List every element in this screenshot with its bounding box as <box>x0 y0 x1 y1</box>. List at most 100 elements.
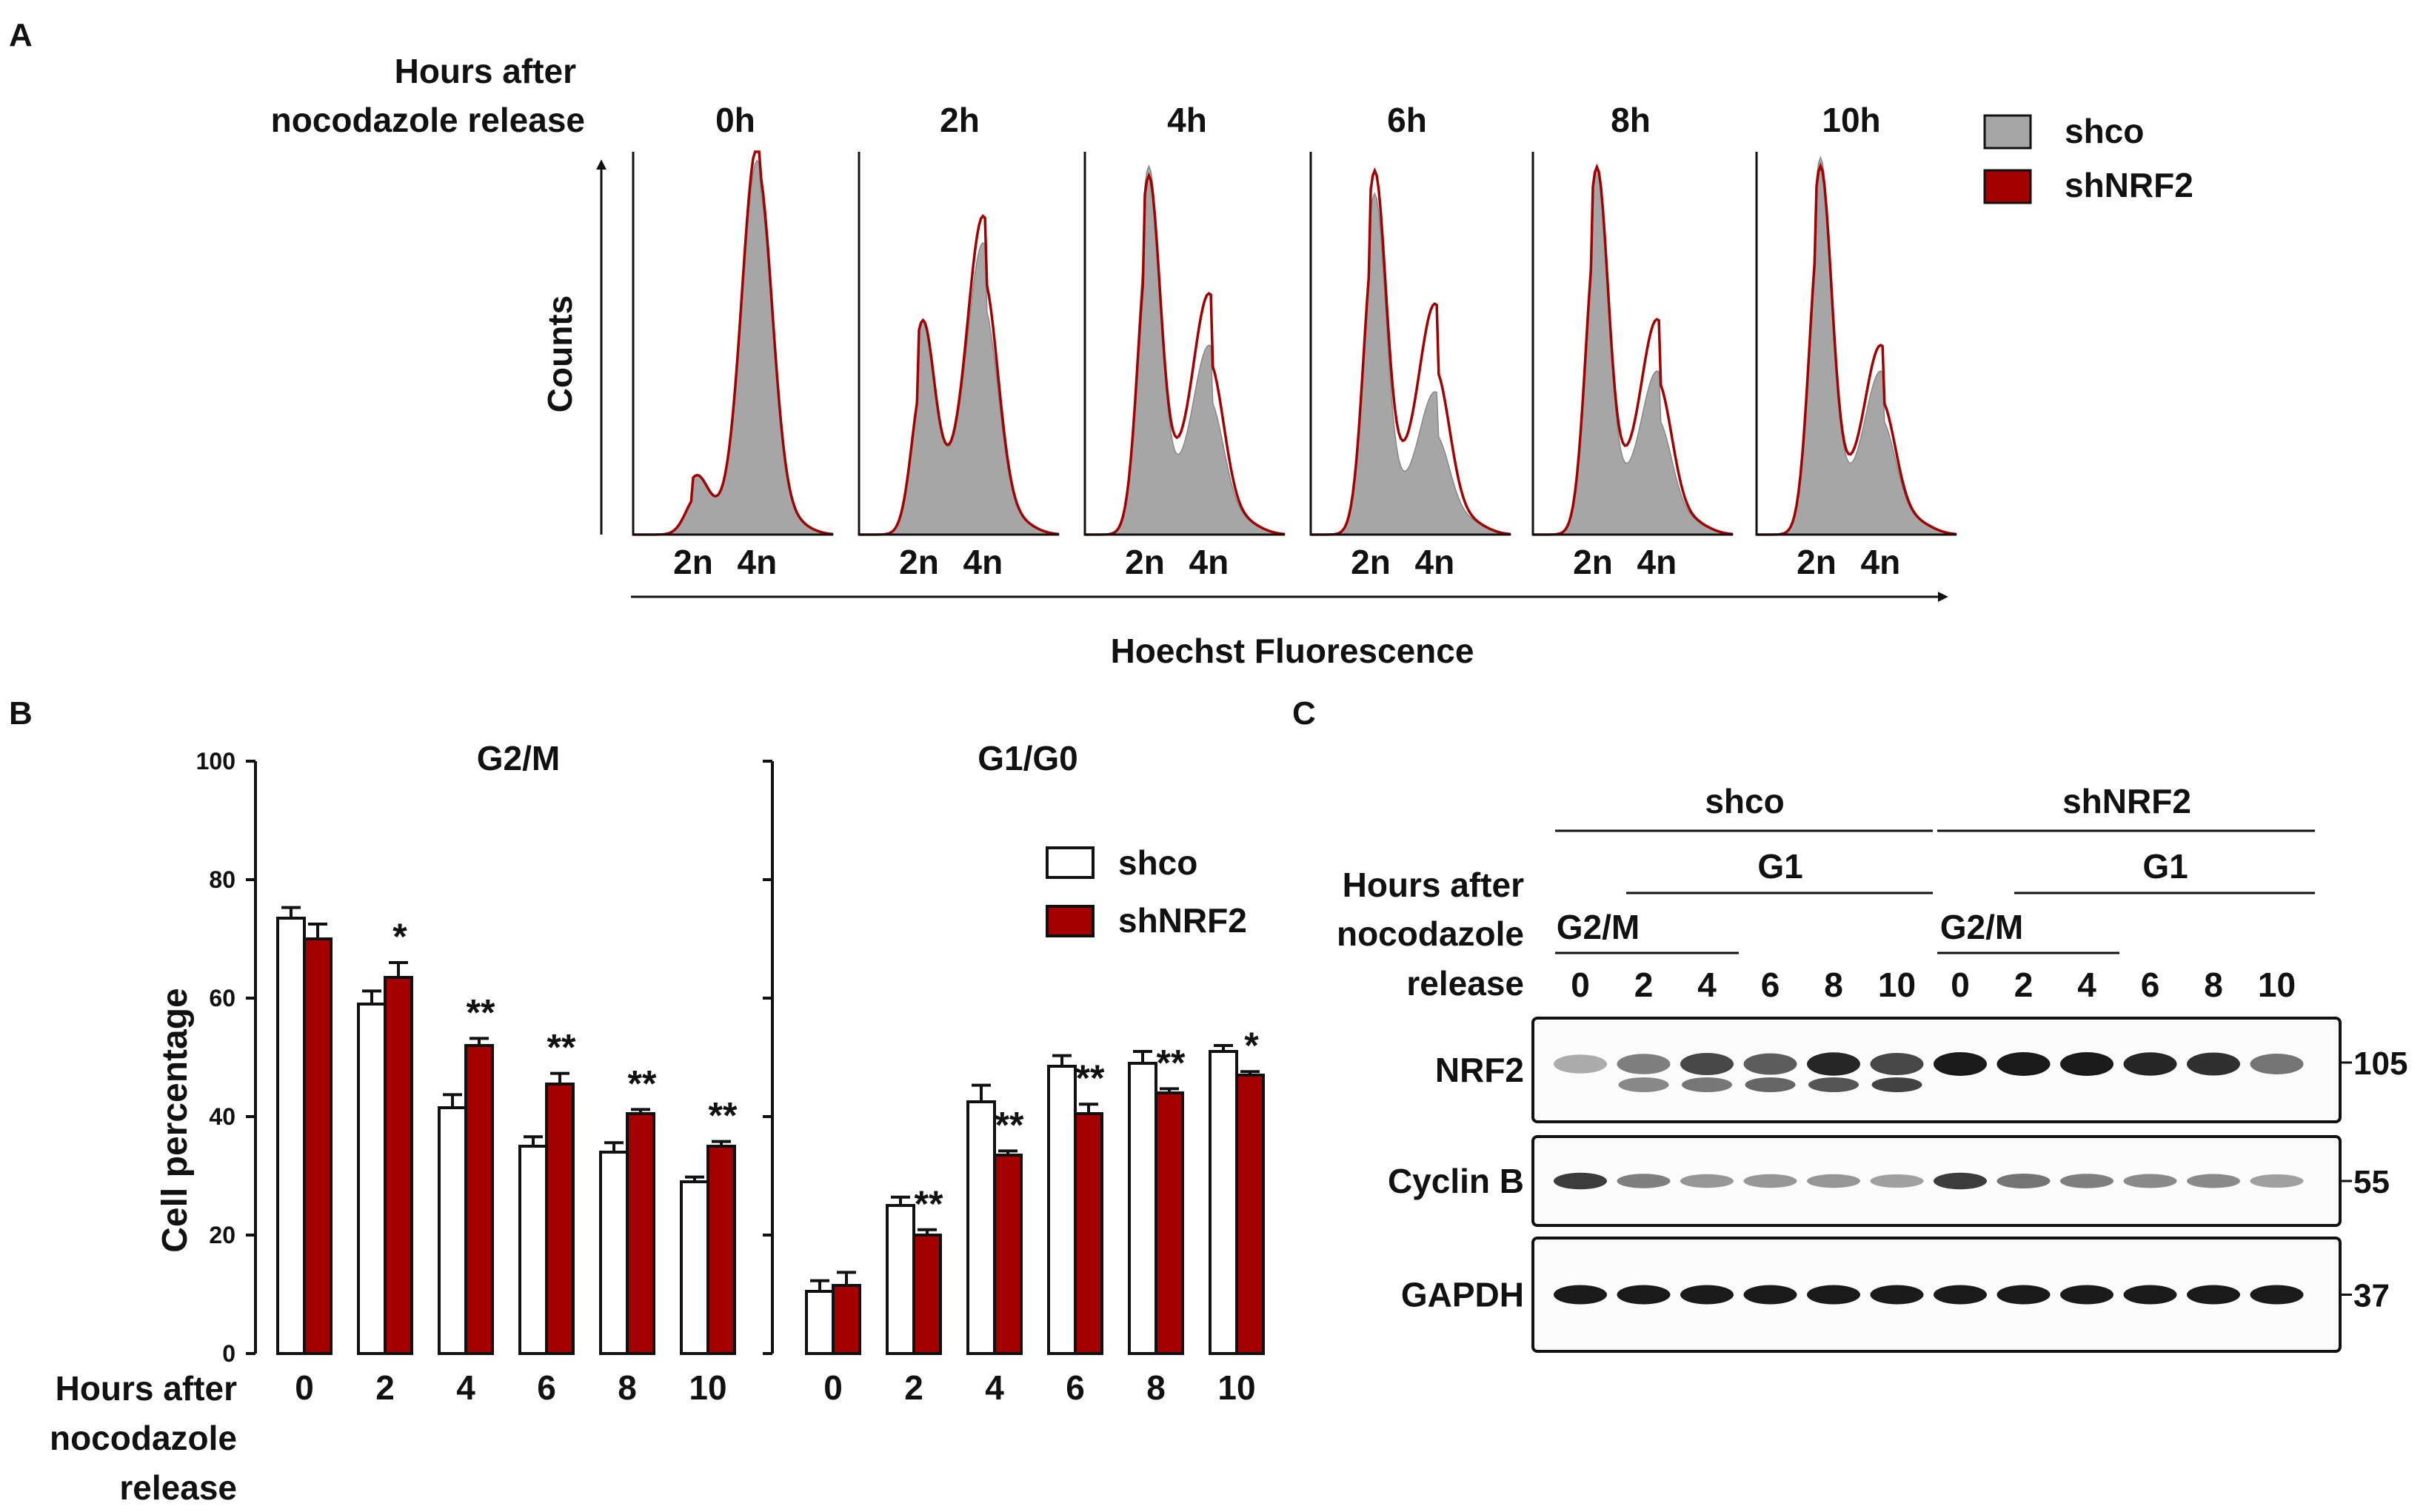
legend-label-shco: shco <box>2065 112 2144 150</box>
blot-gapdh: GAPDH 37 <box>1401 1237 2390 1353</box>
histogram-2h: 2n 4n <box>858 152 1060 581</box>
legend-label-shNRF2: shNRF2 <box>2065 166 2193 204</box>
bar-shco <box>1209 1050 1238 1355</box>
bar-shNRF2 <box>1154 1091 1184 1355</box>
panel-c: C shco shNRF2 G1 G1 G2/M G2/M Hours afte… <box>1292 695 2407 1353</box>
bar-shco <box>1128 1062 1157 1355</box>
y-tick-label: 80 <box>209 866 235 893</box>
lane-label: 6 <box>2141 966 2160 1004</box>
band <box>1680 1053 1734 1075</box>
bar-shco <box>357 1003 387 1355</box>
hours-label-line2: nocodazole <box>50 1419 237 1457</box>
bar-shNRF2 <box>303 937 333 1355</box>
lane-label: 10 <box>2258 966 2296 1004</box>
band <box>1996 1285 2051 1305</box>
western-blots: NRF2 105 Cyclin B 55 GAPDH 37 <box>1388 1017 2407 1353</box>
band <box>2123 1052 2177 1076</box>
timepoint-label: 8h <box>1611 101 1651 139</box>
band <box>1554 1172 1607 1190</box>
x-tick-label: 0 <box>823 1368 843 1407</box>
histogram-10h: 2n 4n <box>1755 152 1957 581</box>
histogram-panels: 2n 4n 2n 4n 2n 4n 2n 4n 2n 4n 2n 4n <box>632 150 1957 581</box>
band <box>2250 1285 2304 1305</box>
x-tick-label: 10 <box>689 1368 726 1407</box>
tick-4n: 4n <box>1861 543 1901 581</box>
timepoint-labels: 0h 2h 4h 6h 8h 10h <box>715 101 1880 139</box>
panel-a-letter: A <box>9 17 33 53</box>
kda-label: 55 <box>2353 1164 2390 1200</box>
lane-label: 4 <box>1697 966 1717 1004</box>
panel-b-letter: B <box>9 695 33 732</box>
histogram-frame <box>632 152 833 536</box>
band <box>2060 1285 2113 1305</box>
bar-shNRF2 <box>912 1234 942 1355</box>
panel-a-header-line1: Hours after <box>395 52 576 90</box>
band <box>1996 1174 2051 1188</box>
panel-a-header-line2: nocodazole release <box>271 101 585 139</box>
hours-label-line3: release <box>119 1468 237 1507</box>
band <box>1934 1052 1987 1076</box>
bar-shco <box>805 1290 835 1355</box>
band <box>1807 1174 1860 1188</box>
tick-2n: 2n <box>899 543 939 581</box>
chart-title-g1g0: G1/G0 <box>978 739 1078 777</box>
band <box>1617 1285 1671 1305</box>
significance-mark: ** <box>547 1027 576 1068</box>
band <box>2060 1052 2113 1076</box>
x-tick-label: 4 <box>456 1368 475 1407</box>
band <box>2123 1174 2177 1188</box>
band <box>2187 1052 2240 1076</box>
legend-label-shNRF2: shNRF2 <box>1118 901 1247 940</box>
band <box>1680 1285 1734 1305</box>
tick-4n: 4n <box>1189 543 1229 581</box>
band-lower <box>1618 1077 1669 1092</box>
tick-4n: 4n <box>1415 543 1455 581</box>
histogram-0h: 2n 4n <box>632 150 834 581</box>
counts-axis-label: Counts <box>541 295 579 412</box>
band <box>1996 1052 2051 1076</box>
bar-shNRF2 <box>1074 1112 1103 1355</box>
hours-label-c-line3: release <box>1406 964 1524 1003</box>
significance-mark: ** <box>709 1095 738 1137</box>
tick-2n: 2n <box>1351 543 1391 581</box>
band <box>2187 1285 2240 1305</box>
tick-2n: 2n <box>1797 543 1837 581</box>
histogram-frame <box>1309 152 1511 536</box>
significance-mark: * <box>392 916 407 957</box>
hours-label-c-line2: nocodazole <box>1337 914 1524 953</box>
significance-mark: ** <box>915 1183 943 1225</box>
significance-mark: ** <box>628 1063 657 1104</box>
histogram-shNRF2-line <box>1311 167 1511 536</box>
significance-mark: * <box>1244 1025 1259 1066</box>
bar-shco <box>599 1151 629 1355</box>
histogram-shNRF2-line <box>1533 163 1734 536</box>
legend-b: shco shNRF2 <box>1046 843 1247 940</box>
panel-c-letter: C <box>1292 695 1316 732</box>
histogram-shco-area <box>1533 163 1734 535</box>
g2m-label-shNRF2: G2/M <box>1940 908 2023 946</box>
y-tick-label: 40 <box>209 1103 235 1130</box>
bar-shNRF2 <box>626 1112 655 1355</box>
tick-4n: 4n <box>738 543 778 581</box>
significance-mark: ** <box>995 1104 1024 1145</box>
y-tick-label: 100 <box>196 748 235 775</box>
band-lower <box>1682 1077 1732 1092</box>
tick-4n: 4n <box>1637 543 1677 581</box>
lane-label: 0 <box>1951 966 1970 1004</box>
band <box>1554 1285 1607 1305</box>
histogram-shco-area <box>1311 192 1511 535</box>
bar-shNRF2 <box>464 1044 494 1355</box>
band <box>1870 1285 1924 1305</box>
timepoint-label: 0h <box>715 101 755 139</box>
histogram-shco-area <box>1085 164 1286 535</box>
bar-shco <box>518 1145 548 1355</box>
bar-shco <box>438 1106 467 1355</box>
bar-chart-marks: 0 2 * 4 ** 6 ** 8 ** 10 ** 0 2 ** 4 ** 6 ** 8 ** 10 * <box>276 906 1265 1407</box>
lane-label: 6 <box>1761 966 1780 1004</box>
group-label-shNRF2: shNRF2 <box>2062 782 2191 820</box>
legend-label-shco: shco <box>1118 843 1197 882</box>
y-tick-label: 60 <box>209 985 235 1011</box>
legend-a: shco shNRF2 <box>1983 112 2193 204</box>
bar-shco <box>886 1204 915 1355</box>
bar-shNRF2 <box>993 1154 1023 1355</box>
